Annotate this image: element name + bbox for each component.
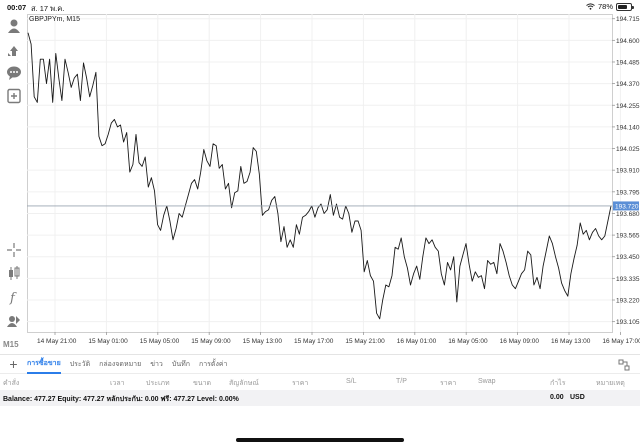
balance-summary: Balance: 477.27 Equity: 477.27 หลักประกั…	[3, 396, 239, 403]
y-tick-label: 193.565	[616, 233, 640, 240]
y-tick-label: 194.370	[616, 81, 640, 88]
y-tick-label: 193.105	[616, 319, 640, 326]
y-tick-label: 194.600	[616, 38, 640, 45]
col-time: เวลา	[110, 380, 125, 387]
svg-text:f: f	[9, 291, 17, 305]
objects-icon[interactable]	[4, 311, 23, 330]
account-currency: USD	[570, 394, 585, 401]
home-indicator	[236, 438, 404, 442]
symbol-label: GBPJPYm, M15	[29, 16, 80, 23]
col-volume: ขนาด	[193, 380, 212, 387]
wifi-icon	[586, 3, 595, 10]
trade-columns-header: คำสั่ง เวลา ประเภท ขนาด สัญลักษณ์ ราคา S…	[0, 374, 640, 390]
bid-price-tag	[613, 201, 639, 211]
x-tick-label: 16 May 09:00	[500, 338, 540, 345]
tab-settings[interactable]: การตั้งค่า	[198, 360, 228, 368]
y-tick-label: 194.715	[616, 16, 640, 23]
add-panel-button[interactable]: +	[9, 356, 18, 372]
plot-frame	[27, 14, 613, 333]
panel-layout-icon[interactable]	[618, 359, 630, 371]
y-tick-label: 194.485	[616, 59, 640, 66]
y-tick-label: 193.335	[616, 276, 640, 283]
col-price: ราคา	[292, 380, 309, 387]
col-sl: S/L	[346, 378, 357, 385]
y-tick-label: 194.255	[616, 103, 640, 110]
x-tick-label: 16 May 13:00	[551, 338, 591, 345]
chart-canvas[interactable]: 194.715 194.600 194.485 194.370 194.255 194.1…	[27, 14, 640, 348]
tab-trade[interactable]: การซื้อขาย	[27, 355, 61, 374]
status-right: 78%	[586, 2, 634, 11]
total-profit: 0.00	[550, 394, 564, 401]
x-tick-label: 16 May 05:00	[448, 338, 488, 345]
y-tick-label: 193.220	[616, 298, 640, 305]
trade-arrows-icon[interactable]	[4, 40, 23, 59]
x-tick-label: 16 May 01:00	[397, 338, 437, 345]
y-tick-label: 193.795	[616, 189, 640, 196]
x-tick-label: 15 May 13:00	[243, 338, 283, 345]
tab-mailbox[interactable]: กล่องจดหมาย	[99, 360, 142, 368]
col-order: คำสั่ง	[3, 380, 20, 387]
indicators-icon[interactable]	[4, 263, 23, 282]
bottom-tabs: + การซื้อขาย ประวัติ กล่องจดหมาย ข่าว บั…	[0, 354, 640, 374]
y-tick-label: 193.680	[616, 211, 640, 218]
y-tick-label: 194.140	[616, 124, 640, 131]
tab-news[interactable]: ข่าว	[150, 360, 163, 368]
balance-bar: Balance: 477.27 Equity: 477.27 หลักประกั…	[0, 390, 640, 406]
bid-price-label: 193.720	[615, 203, 639, 210]
price-chart[interactable]: 194.715 194.600 194.485 194.370 194.255 194.1…	[27, 14, 640, 348]
x-tick-label: 16 May 17:00	[602, 338, 640, 345]
col-swap: Swap	[478, 378, 496, 385]
y-tick-label: 193.910	[616, 168, 640, 175]
function-icon[interactable]: f	[4, 287, 23, 306]
x-tick-label: 15 May 05:00	[140, 338, 180, 345]
chat-bubble-icon[interactable]	[4, 63, 23, 82]
col-symbol: สัญลักษณ์	[229, 380, 259, 387]
x-tick-label: 14 May 21:00	[37, 338, 77, 345]
col-tp: T/P	[396, 378, 407, 385]
battery-percent: 78%	[597, 2, 613, 11]
crosshair-icon[interactable]	[4, 240, 23, 259]
col-profit: กำไร	[550, 380, 566, 387]
left-toolbar: f M15	[0, 14, 27, 354]
tab-journal[interactable]: บันทึก	[171, 360, 190, 368]
price-series-line	[27, 32, 612, 320]
x-tick-label: 15 May 21:00	[345, 338, 385, 345]
y-tick-label: 194.025	[616, 146, 640, 153]
timeframe-label[interactable]: M15	[3, 340, 19, 349]
y-tick-label: 193.450	[616, 254, 640, 261]
status-time: 00:07	[7, 3, 27, 12]
status-bar: 00:07 ส. 17 พ.ค. 78%	[0, 0, 640, 14]
tab-history[interactable]: ประวัติ	[69, 360, 91, 368]
quotes-person-icon[interactable]	[4, 16, 23, 35]
x-tick-label: 15 May 09:00	[191, 338, 231, 345]
x-tick-label: 15 May 01:00	[88, 338, 128, 345]
col-comment: หมายเหตุ	[596, 380, 625, 387]
status-date: ส. 17 พ.ค.	[31, 4, 65, 13]
new-order-icon[interactable]	[4, 86, 23, 105]
col-type: ประเภท	[146, 380, 170, 387]
col-current-price: ราคา	[440, 380, 457, 387]
x-tick-label: 15 May 17:00	[294, 338, 334, 345]
battery-icon	[616, 2, 634, 11]
